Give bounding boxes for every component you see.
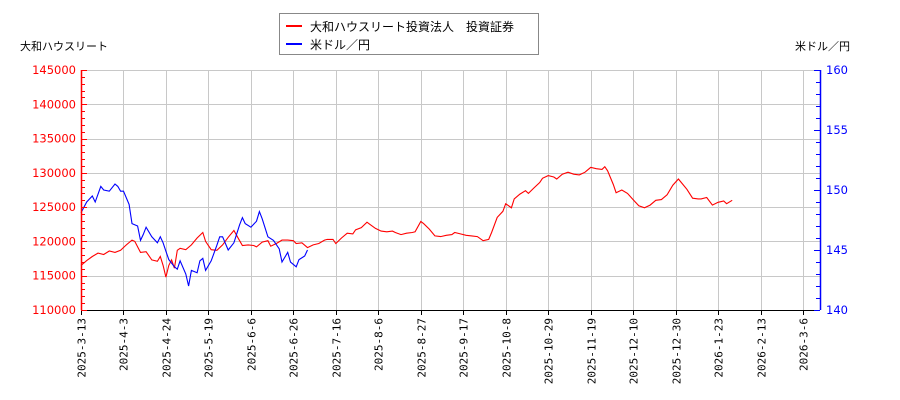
y-left-tick-label: 125000 bbox=[32, 200, 76, 214]
x-tick-label: 2025-11-19 bbox=[586, 318, 599, 384]
y-left-tick-label: 110000 bbox=[32, 303, 76, 317]
y-left-tick-label: 120000 bbox=[32, 234, 76, 248]
x-tick-label: 2026-1-23 bbox=[713, 318, 726, 378]
y-left-tick-label: 115000 bbox=[32, 269, 76, 283]
x-tick-label: 2025-4-24 bbox=[161, 318, 174, 378]
legend-label: 大和ハウスリート投資法人 投資証券 bbox=[310, 19, 515, 34]
legend-swatch-blue bbox=[286, 43, 302, 45]
x-tick-label: 2025-12-30 bbox=[671, 318, 684, 384]
x-tick-label: 2025-4-3 bbox=[118, 318, 131, 371]
y-right-tick-label: 160 bbox=[826, 63, 848, 77]
legend-item-usdjpy: 米ドル／円 bbox=[286, 35, 370, 53]
y-left-axis-title: 大和ハウスリート bbox=[20, 40, 108, 53]
x-tick-label: 2025-7-16 bbox=[331, 318, 344, 378]
x-tick-label: 2025-6-6 bbox=[246, 318, 259, 371]
legend: 大和ハウスリート投資法人 投資証券 米ドル／円 bbox=[279, 13, 539, 55]
y-right-tick-label: 150 bbox=[826, 183, 848, 197]
y-left-tick-label: 140000 bbox=[32, 97, 76, 111]
legend-swatch-red bbox=[286, 25, 302, 27]
gridlines bbox=[81, 70, 820, 311]
x-tick-label: 2025-6-26 bbox=[288, 318, 301, 378]
axes: 2025-3-13 2025-4-3 2025-4-24 2025-5-19 2025-… bbox=[32, 63, 848, 384]
x-tick-label: 2025-8-6 bbox=[373, 318, 386, 371]
x-tick-label: 2025-3-13 bbox=[76, 318, 89, 378]
y-left-tick-label: 135000 bbox=[32, 132, 76, 146]
x-tick-label: 2025-10-8 bbox=[501, 318, 514, 378]
y-right-axis-title: 米ドル／円 bbox=[795, 40, 850, 53]
x-tick-label: 2025-8-27 bbox=[416, 318, 429, 378]
legend-item-reit: 大和ハウスリート投資法人 投資証券 bbox=[286, 17, 514, 35]
y-left-tick-label: 145000 bbox=[32, 63, 76, 77]
x-tick-label: 2025-5-19 bbox=[203, 318, 216, 378]
x-tick-label: 2026-3-6 bbox=[798, 318, 811, 371]
y-right-tick-label: 145 bbox=[826, 243, 848, 257]
series-layer bbox=[80, 165, 733, 287]
y-right-tick-label: 155 bbox=[826, 123, 848, 137]
x-tick-label: 2025-12-10 bbox=[628, 318, 641, 384]
x-tick-label: 2025-10-29 bbox=[543, 318, 556, 384]
x-tick-label: 2025-9-17 bbox=[458, 318, 471, 378]
y-left-tick-label: 130000 bbox=[32, 166, 76, 180]
series-reit-line bbox=[80, 165, 733, 278]
x-tick-label: 2026-2-13 bbox=[756, 318, 769, 378]
series-usdjpy-line bbox=[80, 183, 308, 287]
legend-label: 米ドル／円 bbox=[310, 37, 371, 52]
y-right-tick-label: 140 bbox=[826, 303, 848, 317]
